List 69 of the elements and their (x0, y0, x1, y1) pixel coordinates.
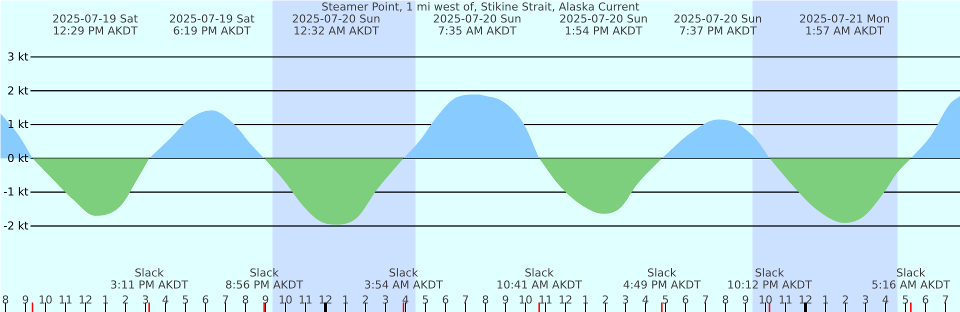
x-tick-label: 3 (142, 294, 149, 306)
y-tick-label: 1 kt (7, 118, 30, 132)
x-tick-label: 7 (222, 294, 229, 306)
x-tick-label: 12 (318, 294, 332, 306)
x-tick-label: 8 (242, 294, 249, 306)
chart-title: Steamer Point, 1 mi west of, Stikine Strait, Alaska Current (322, 0, 640, 14)
x-tick-label: 2 (122, 294, 129, 306)
annotation: 2025-07-19 Sat 12:29 PM AKDT (52, 12, 139, 38)
x-tick-label: 5 (662, 294, 669, 306)
annotation: 2025-07-20 Sun 12:32 AM AKDT (292, 12, 380, 38)
x-tick-label: 1 (102, 294, 109, 306)
x-tick-label: 6 (682, 294, 689, 306)
x-tick-label: 9 (22, 294, 29, 306)
x-tick-label: 9 (502, 294, 509, 306)
x-tick-label: 8 (722, 294, 729, 306)
x-tick-label: 8 (2, 294, 9, 306)
x-tick-label: 5 (422, 294, 429, 306)
annotation: Slack 10:12 PM AKDT (727, 266, 812, 292)
y-tick-label: -1 kt (3, 186, 30, 199)
x-tick-label: 9 (262, 294, 269, 306)
x-tick-label: 12 (798, 294, 812, 306)
x-tick-label: 7 (942, 294, 949, 306)
x-tick-label: 11 (538, 294, 552, 306)
x-tick-label: 11 (58, 294, 72, 306)
y-tick-label: 0 kt (7, 152, 30, 165)
x-tick-label: 3 (622, 294, 629, 306)
x-tick-label: 11 (778, 294, 792, 306)
x-tick-label: 6 (202, 294, 209, 306)
x-tick-label: 4 (402, 294, 409, 306)
x-tick-label: 6 (442, 294, 449, 306)
x-tick-label: 1 (582, 294, 589, 306)
x-tick-label: 4 (162, 294, 169, 306)
x-tick-label: 12 (558, 294, 572, 306)
annotation: Slack 3:54 AM AKDT (364, 266, 444, 292)
x-tick-label: 1 (822, 294, 829, 306)
annotation: 2025-07-19 Sat 6:19 PM AKDT (169, 12, 256, 38)
x-tick-label: 4 (642, 294, 649, 306)
annotation: 2025-07-20 Sun 1:54 PM AKDT (559, 12, 648, 38)
annotation: Slack 10:41 AM AKDT (496, 266, 582, 292)
x-tick-label: 3 (382, 294, 389, 306)
x-tick-label: 10 (38, 294, 52, 306)
y-tick-label: 3 kt (7, 50, 30, 64)
y-tick-label: -2 kt (3, 219, 30, 232)
x-tick-label: 11 (298, 294, 312, 306)
x-tick-label: 8 (482, 294, 489, 306)
x-tick-label: 5 (182, 294, 189, 306)
x-tick-label: 2 (842, 294, 849, 306)
x-tick-label: 7 (702, 294, 709, 306)
x-tick-label: 10 (518, 294, 532, 306)
x-tick-label: 10 (758, 294, 772, 306)
annotation: Slack 8:56 PM AKDT (225, 266, 304, 292)
x-tick-label: 7 (462, 294, 469, 306)
x-tick-label: 1 (342, 294, 349, 306)
x-tick-label: 2 (602, 294, 609, 306)
annotation: Slack 3:11 PM AKDT (110, 266, 188, 292)
x-tick-label: 6 (922, 294, 929, 306)
annotation: Slack 4:49 PM AKDT (622, 266, 701, 292)
x-tick-label: 5 (902, 294, 909, 306)
x-tick-label: 4 (882, 294, 889, 306)
annotation: 2025-07-21 Mon 1:57 AM AKDT (799, 12, 890, 38)
x-tick-label: 3 (862, 294, 869, 306)
x-tick-label: 9 (742, 294, 749, 306)
x-tick-label: 12 (78, 294, 92, 306)
annotation: Slack 5:16 AM AKDT (872, 266, 950, 292)
x-tick-label: 2 (362, 294, 369, 306)
annotation: 2025-07-20 Sun 7:35 AM AKDT (432, 12, 522, 38)
x-tick-label: 10 (278, 294, 292, 306)
annotation: 2025-07-20 Sun 7:37 PM AKDT (674, 12, 762, 38)
y-tick-label: 2 kt (7, 84, 30, 98)
